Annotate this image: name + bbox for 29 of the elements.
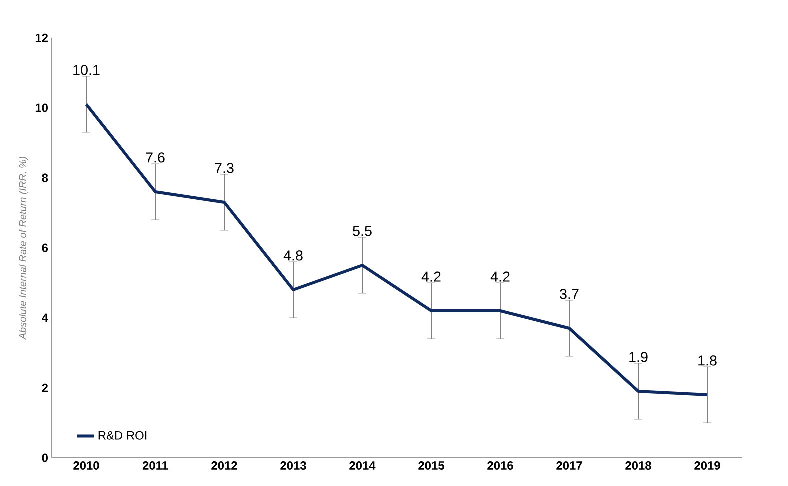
data-label: 5.5 xyxy=(353,226,372,236)
x-tick-label: 2017 xyxy=(556,462,582,470)
x-tick-label: 2010 xyxy=(74,462,100,470)
x-tick-label: 2011 xyxy=(142,462,168,470)
y-tick-label: 4 xyxy=(42,314,48,322)
x-tick-label: 2018 xyxy=(626,462,652,470)
y-tick-label: 10 xyxy=(36,104,48,112)
x-tick-label: 2019 xyxy=(694,462,720,470)
data-label: 1.9 xyxy=(630,352,648,362)
y-tick-label: 8 xyxy=(42,174,48,182)
legend-label: R&D ROI xyxy=(98,431,147,440)
data-label: 10.1 xyxy=(74,65,100,76)
data-label: 1.8 xyxy=(698,356,717,366)
data-label: 4.8 xyxy=(284,250,303,261)
data-label: 3.7 xyxy=(560,289,579,300)
x-tick-label: 2015 xyxy=(418,462,444,470)
data-label: 7.3 xyxy=(215,163,234,174)
y-tick-label: 6 xyxy=(42,244,48,252)
data-label: 4.2 xyxy=(422,272,441,282)
x-tick-label: 2016 xyxy=(488,462,514,470)
x-tick-label: 2012 xyxy=(212,462,238,470)
data-label: 7.6 xyxy=(146,152,165,163)
y-tick-label: 2 xyxy=(42,384,48,392)
y-tick-label: 0 xyxy=(42,454,48,462)
data-label: 4.2 xyxy=(490,272,510,282)
y-axis-title: Absolute Internal Rate of Return (IRR, %) xyxy=(19,156,28,340)
y-tick-label: 12 xyxy=(36,34,48,42)
x-tick-label: 2014 xyxy=(350,462,376,470)
x-tick-label: 2013 xyxy=(280,462,306,470)
